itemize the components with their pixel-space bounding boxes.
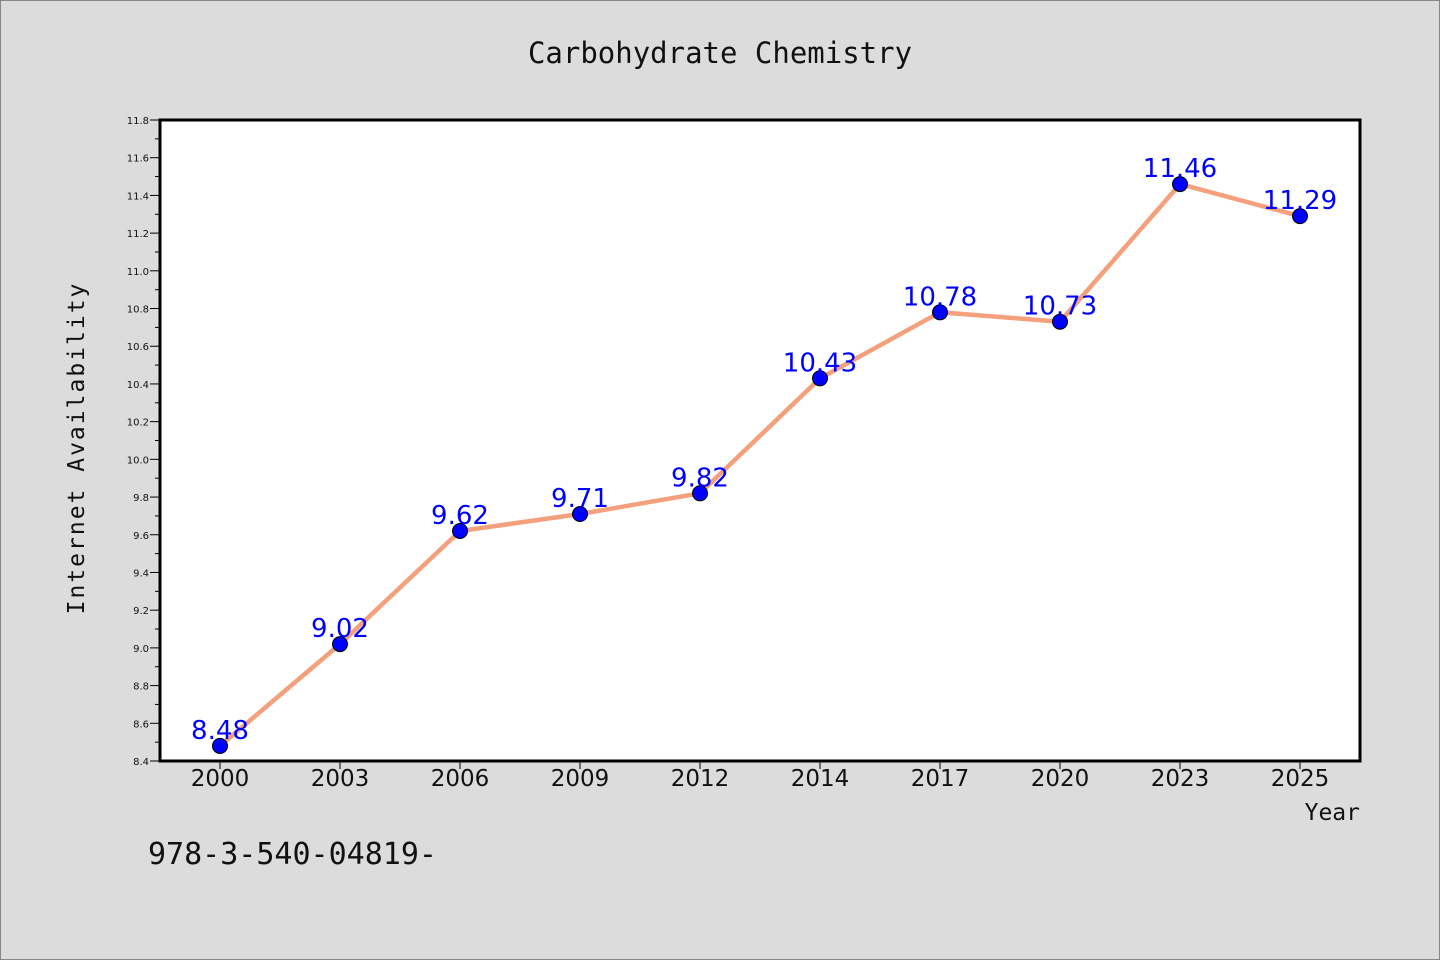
y-tick-label: 9.4 (133, 568, 149, 579)
x-tick-label: 2012 (671, 766, 730, 792)
data-point (932, 304, 948, 321)
data-point (212, 737, 228, 754)
data-point (332, 636, 348, 653)
data-point (572, 506, 588, 523)
y-axis: 8.4 8.6 8.8 9.0 9.2 9.4 9.6 9.8 10.0 10.2 10.4 10.6… (127, 116, 160, 768)
chart-title: Carbohydrate Chemistry (528, 36, 912, 70)
y-tick-label: 10.6 (127, 342, 149, 353)
x-tick-label: 2023 (1151, 766, 1210, 792)
y-tick-label: 10.4 (127, 380, 149, 391)
data-label: 9.71 (551, 484, 609, 514)
y-tick-label: 11.0 (127, 267, 149, 278)
x-tick-label: 2025 (1271, 766, 1330, 792)
data-labels: 8.48 9.02 9.62 9.71 9.82 10.43 10.78 10.73 11.46… (191, 154, 1337, 746)
data-label: 11.46 (1143, 154, 1217, 184)
data-points (212, 176, 1308, 754)
data-point (452, 522, 468, 539)
data-point (1172, 176, 1188, 193)
x-tick-label: 2014 (791, 766, 850, 792)
y-tick-label: 9.6 (133, 531, 149, 542)
x-tick-label: 2000 (191, 766, 250, 792)
data-label: 9.02 (311, 614, 369, 644)
x-tick-label: 2017 (911, 766, 970, 792)
y-tick-label: 11.6 (127, 154, 149, 165)
y-tick-label: 9.0 (133, 644, 149, 655)
y-tick-label: 11.2 (127, 229, 149, 240)
data-label: 11.29 (1263, 186, 1337, 216)
x-tick-label: 2003 (311, 766, 370, 792)
y-tick-label: 8.4 (133, 757, 149, 768)
data-label: 10.43 (783, 348, 857, 378)
data-point (812, 370, 828, 387)
y-tick-label: 10.2 (127, 418, 149, 429)
x-tick-label: 2009 (551, 766, 610, 792)
series-line (217, 181, 1303, 749)
data-point (1052, 313, 1068, 330)
x-tick-label: 2020 (1031, 766, 1090, 792)
plot-area (158, 118, 1362, 763)
x-tick-label: 2006 (431, 766, 490, 792)
y-tick-label: 10.8 (127, 305, 149, 316)
data-label: 10.73 (1023, 292, 1097, 322)
y-tick-label: 9.8 (133, 493, 149, 504)
y-tick-label: 10.0 (127, 455, 149, 466)
y-tick-label: 11.4 (127, 191, 149, 202)
data-point (1292, 208, 1308, 225)
data-label: 9.82 (671, 463, 729, 493)
data-label: 10.78 (903, 282, 977, 312)
y-tick-label: 8.6 (133, 719, 149, 730)
y-tick-label: 11.8 (127, 116, 149, 127)
x-axis: 2000 2003 2006 2009 2012 2014 2017 2020 2023 2025 (191, 761, 1330, 792)
data-point (692, 485, 708, 502)
x-axis-label: Year (1305, 800, 1360, 826)
series-line-group (217, 181, 1303, 749)
data-label: 8.48 (191, 716, 249, 746)
footer-code: 978-3-540-04819- (148, 837, 437, 872)
data-label: 9.62 (431, 501, 489, 531)
y-tick-label: 8.8 (133, 682, 149, 693)
y-tick-label: 9.2 (133, 606, 149, 617)
y-axis-label: Internet Availability (64, 282, 90, 615)
